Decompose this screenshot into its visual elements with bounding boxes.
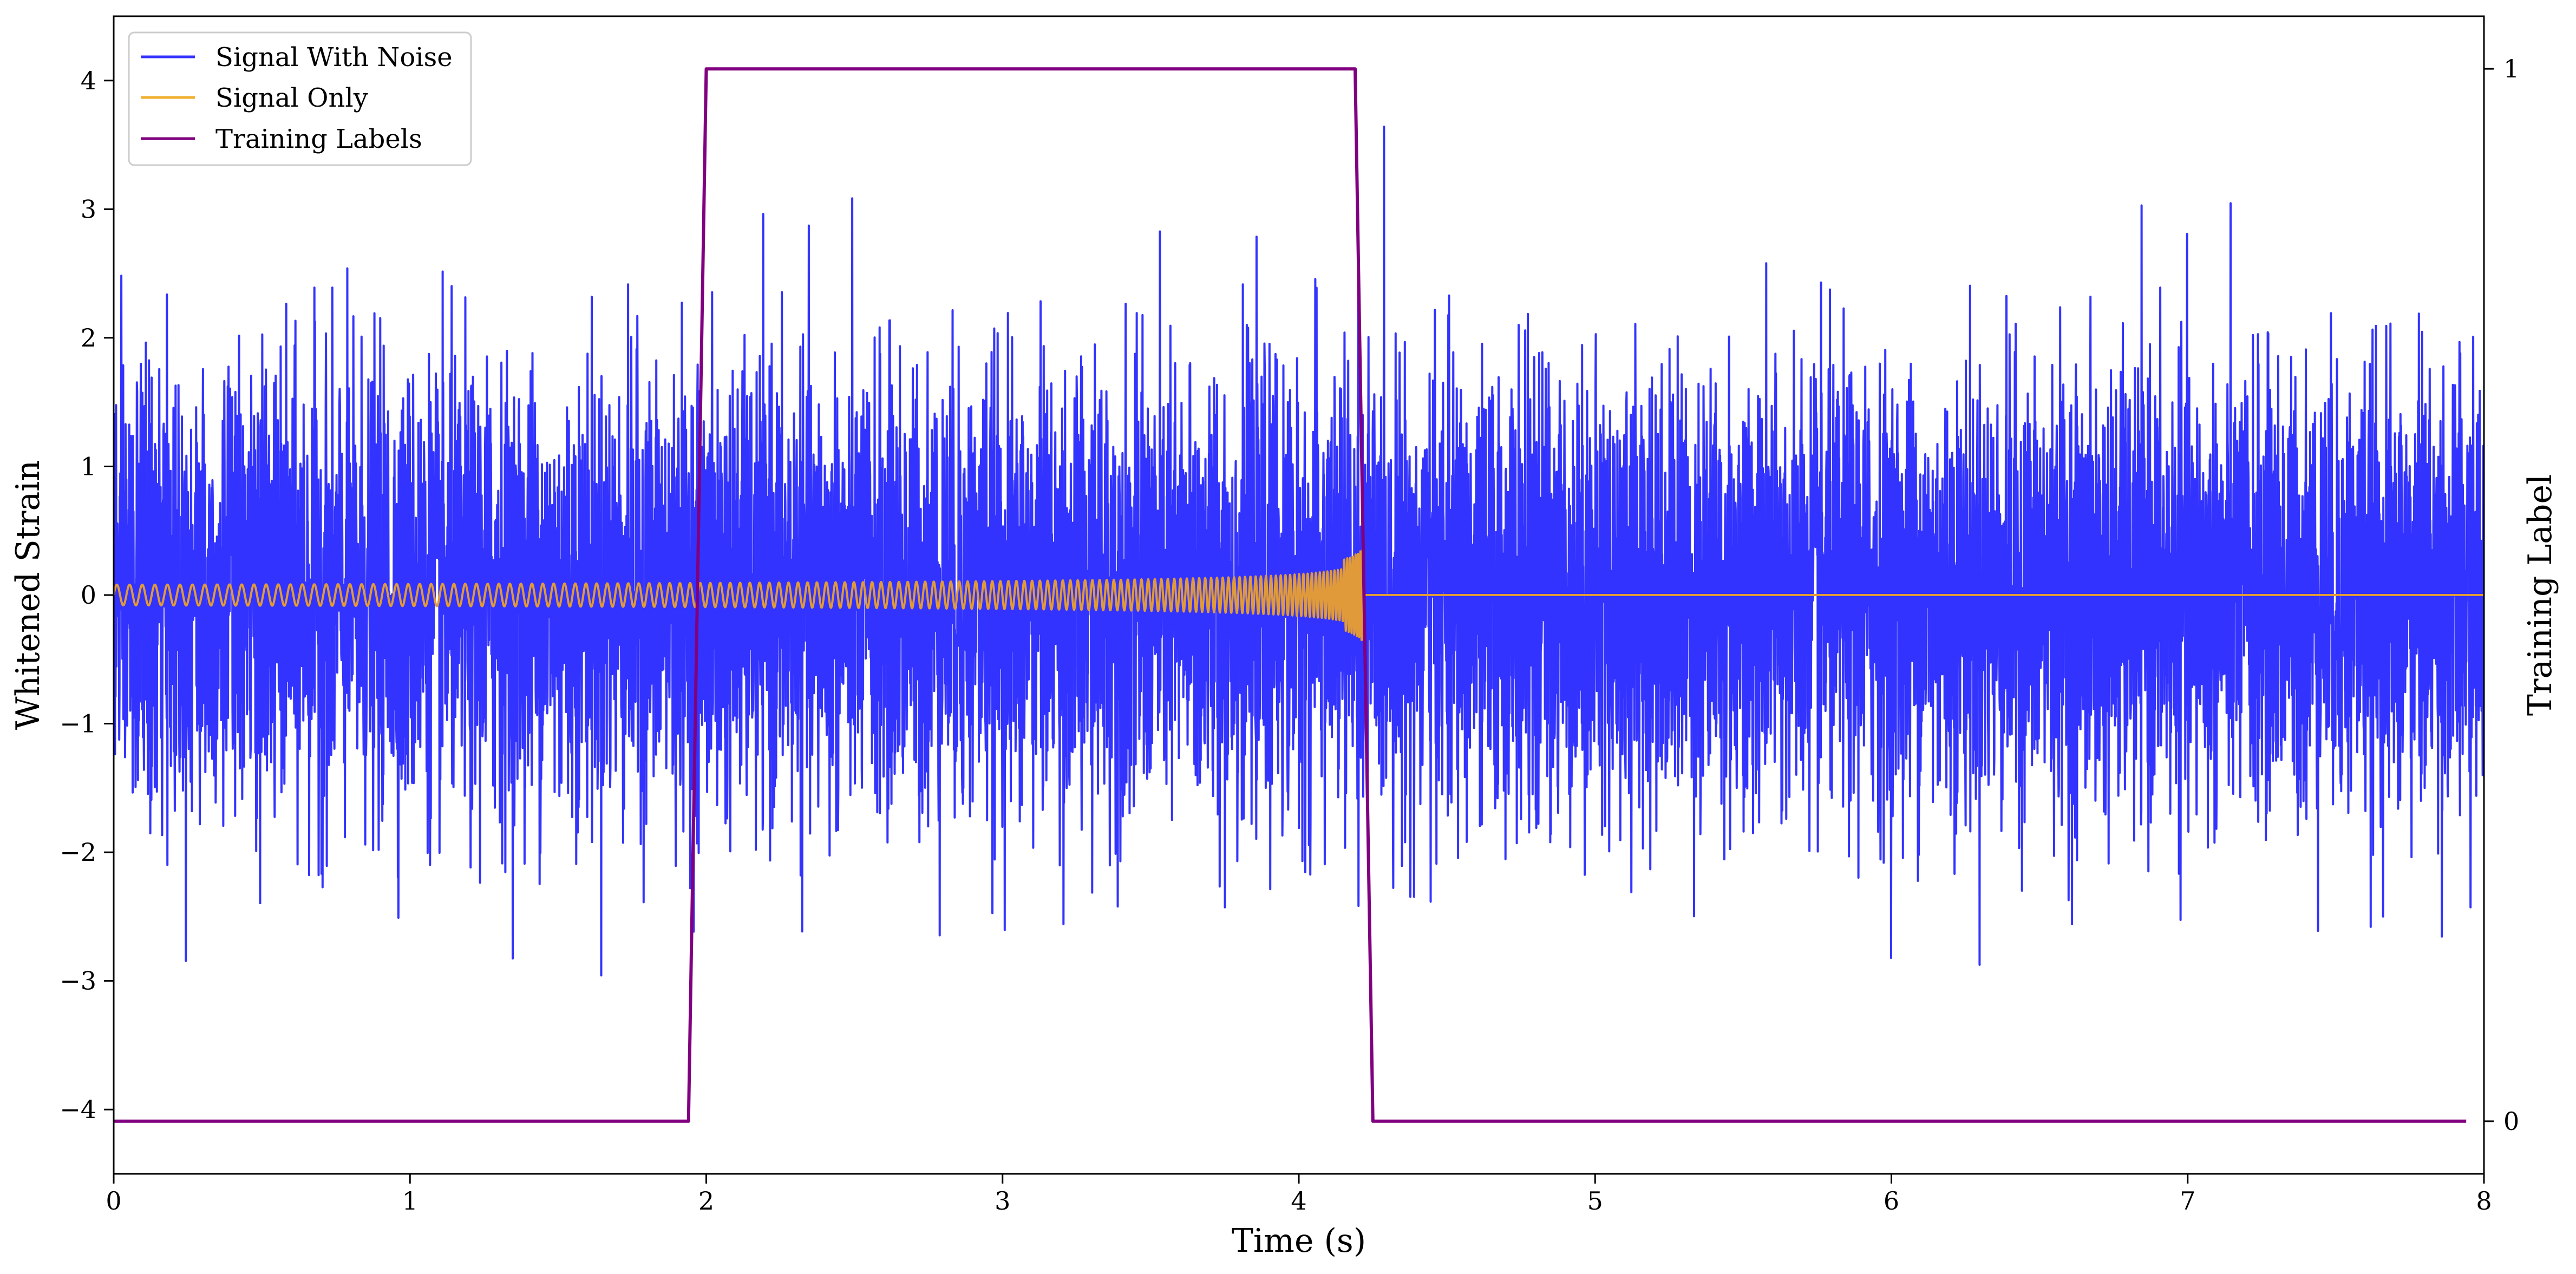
signal-only-line [114,548,2484,642]
x-tick-label: 0 [106,1186,121,1216]
y-tick-label: 1 [81,452,96,481]
plot-area [114,67,2484,1123]
legend-label-signal-only: Signal Only [215,83,368,113]
y-tick-label: −3 [60,966,96,996]
y-tick-label: 3 [81,194,96,224]
x-tick-label: 2 [698,1186,714,1216]
legend: Signal With Noise Signal Only Training L… [128,31,472,166]
x-tick-label: 8 [2476,1186,2492,1216]
y2-tick-label: 0 [2503,1107,2519,1136]
legend-label-training-labels: Training Labels [215,124,422,154]
y-axis-ticks: 4 3 2 1 0 −1 −2 −3 −4 [60,66,114,1124]
y-axis-label: Whitened Strain [9,460,47,730]
legend-label-signal-with-noise: Signal With Noise [215,42,453,73]
y-tick-label: −2 [60,838,96,867]
y-tick-label: 2 [81,323,96,352]
y2-axis-ticks: 10 [2484,54,2519,1136]
y-tick-label: −1 [60,709,96,739]
y2-tick-label: 1 [2503,54,2519,83]
x-axis-label: Time (s) [1232,1222,1366,1260]
x-tick-label: 5 [1587,1186,1603,1216]
training-labels-line [114,67,2467,1123]
x-axis-ticks: 0 1 2 3 4 5 6 7 8 [106,1174,2492,1216]
y2-axis-label: Training Label [2521,474,2559,716]
y-tick-label: −4 [60,1095,96,1124]
y-tick-label: 0 [81,580,96,610]
y-tick-label: 4 [81,66,96,95]
x-tick-label: 6 [1884,1186,1899,1216]
x-tick-label: 3 [995,1186,1010,1216]
x-tick-label: 4 [1291,1186,1306,1216]
legend-box [128,31,472,166]
x-tick-label: 7 [2180,1186,2195,1216]
x-tick-label: 1 [402,1186,418,1216]
signal-with-noise-line [114,126,2484,977]
